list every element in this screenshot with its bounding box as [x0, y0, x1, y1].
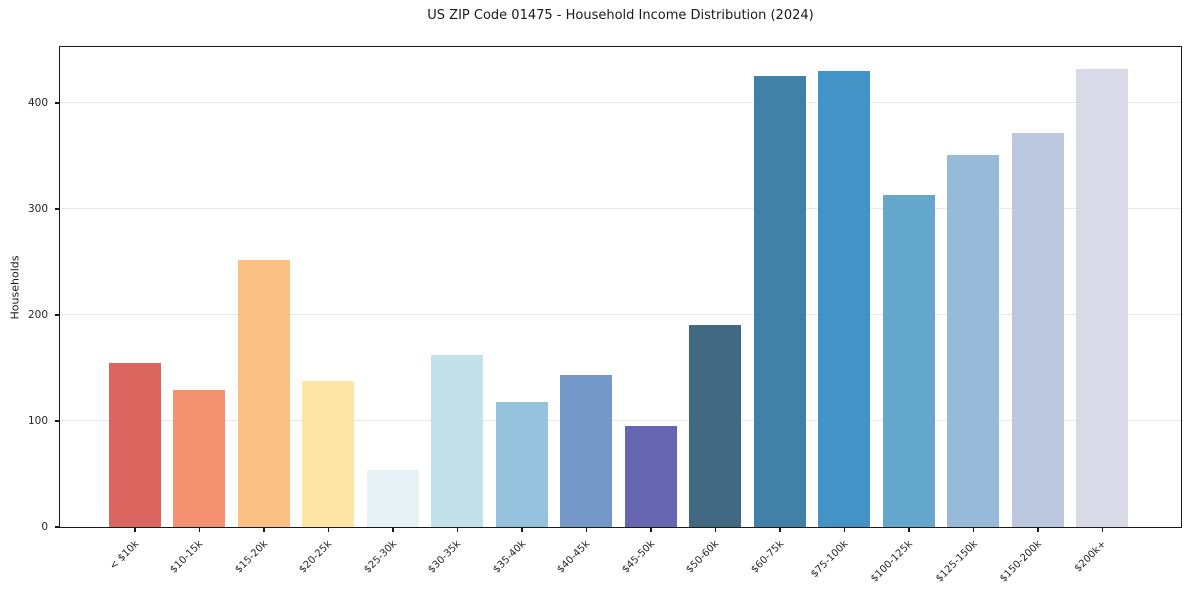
x-tick-label: < $10k — [107, 538, 141, 573]
plot-area — [59, 46, 1182, 528]
bar — [689, 324, 741, 527]
chart-title: US ZIP Code 01475 - Household Income Dis… — [427, 8, 814, 23]
x-tick-label: $150-200k — [997, 538, 1044, 585]
y-tick-mark — [55, 526, 59, 528]
bar — [1011, 132, 1064, 527]
y-tick-mark — [55, 208, 59, 210]
bar — [108, 362, 161, 527]
bar — [366, 469, 419, 527]
x-tick-label: $75-100k — [808, 538, 851, 581]
y-tick-mark — [55, 420, 59, 422]
gridline — [60, 420, 1181, 422]
y-tick-label: 100 — [27, 414, 48, 427]
x-tick-mark — [908, 528, 910, 532]
x-tick-label: $100-125k — [868, 538, 915, 585]
gridline — [60, 314, 1181, 316]
y-tick-mark — [55, 102, 59, 104]
x-tick-mark — [779, 528, 781, 532]
x-tick-mark — [843, 528, 846, 532]
y-tick-mark — [55, 314, 59, 316]
x-tick-label: $20-25k — [297, 538, 335, 576]
bar — [1076, 69, 1128, 527]
x-tick-label: $15-20k — [232, 538, 270, 576]
bar — [302, 380, 354, 527]
y-tick-label: 200 — [27, 308, 48, 321]
x-tick-label: $200k+ — [1072, 538, 1109, 575]
bar — [431, 355, 483, 527]
y-tick-label: 400 — [27, 96, 48, 109]
x-tick-mark — [521, 528, 523, 532]
x-tick-mark — [972, 528, 975, 532]
y-tick-label: 0 — [41, 520, 48, 533]
x-tick-label: $40-45k — [555, 538, 593, 576]
x-tick-mark — [134, 528, 136, 532]
x-tick-mark — [1101, 528, 1104, 532]
x-tick-mark — [585, 528, 588, 532]
x-tick-mark — [714, 528, 717, 532]
x-tick-mark — [392, 528, 394, 532]
gridline — [60, 208, 1181, 210]
bar — [173, 390, 225, 527]
x-tick-label: $50-60k — [684, 538, 722, 576]
x-tick-label: $60-75k — [748, 538, 786, 576]
y-tick-label: 300 — [27, 202, 48, 215]
x-tick-mark — [650, 528, 652, 532]
x-tick-mark — [263, 528, 265, 532]
x-tick-label: $25-30k — [361, 538, 399, 576]
bar — [495, 401, 548, 527]
bar — [624, 426, 677, 527]
x-tick-mark — [1037, 528, 1039, 532]
x-tick-label: $30-35k — [426, 538, 464, 576]
gridline — [60, 102, 1181, 104]
x-tick-mark — [456, 528, 459, 532]
x-tick-label: $10-15k — [168, 538, 206, 576]
bar — [237, 259, 290, 527]
bar — [947, 155, 999, 527]
x-tick-label: $45-50k — [619, 538, 657, 576]
x-tick-label: $35-40k — [490, 538, 528, 576]
y-axis-label: Households — [8, 255, 22, 320]
bar — [560, 375, 612, 527]
bar — [818, 71, 870, 527]
bar — [753, 75, 806, 527]
x-tick-mark — [327, 528, 330, 532]
bar — [882, 195, 935, 527]
x-tick-mark — [198, 528, 201, 532]
x-tick-label: $125-150k — [933, 538, 980, 585]
